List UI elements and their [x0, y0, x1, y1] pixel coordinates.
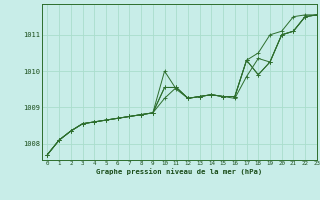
X-axis label: Graphe pression niveau de la mer (hPa): Graphe pression niveau de la mer (hPa) [96, 168, 262, 175]
